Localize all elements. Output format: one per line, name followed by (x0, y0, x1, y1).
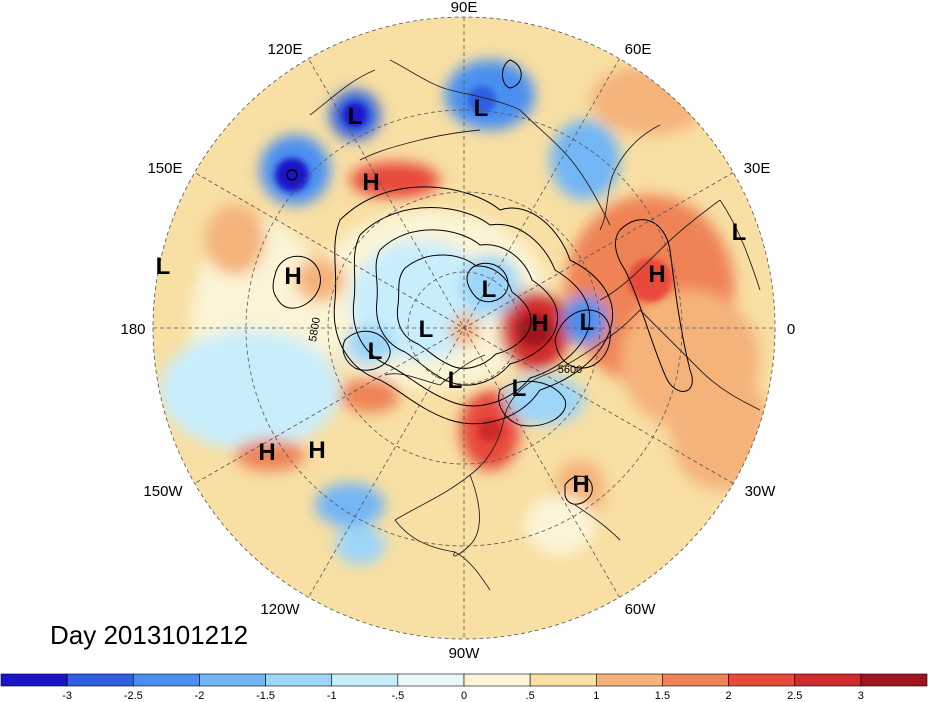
low-marker: L (512, 375, 527, 402)
lon-label-120w: 120W (260, 601, 300, 618)
low-marker: L (348, 103, 363, 130)
low-marker: L (156, 253, 171, 280)
low-marker: L (580, 309, 595, 336)
lon-label-60e: 60E (625, 41, 652, 58)
lon-label-60w: 60W (625, 601, 657, 618)
low-marker: L (448, 367, 463, 394)
colorbar: -3 -2.5 -2 -1.5 -1 -.5 0 .5 1 1.5 2 2.5 3 (0, 673, 928, 702)
colorbar-tick-label: -.5 (391, 690, 404, 702)
high-marker: H (284, 263, 301, 290)
colorbar-swatch (662, 673, 729, 687)
coastlines (309, 59, 761, 591)
low-marker: L (474, 95, 489, 122)
colorbar-tick-label: 2 (726, 690, 732, 702)
contour-label-5600: 5600 (558, 364, 582, 376)
high-marker: H (572, 471, 589, 498)
colorbar-tick-label: 3 (858, 690, 864, 702)
high-marker: H (308, 437, 325, 464)
lon-label-90e: 90E (451, 0, 478, 16)
colorbar-swatch (728, 673, 796, 687)
colorbar-swatch (397, 673, 465, 687)
lon-label-150w: 150W (143, 483, 183, 500)
high-marker: H (648, 261, 665, 288)
date-title: Day 2013101212 (50, 620, 249, 650)
anomaly-field (153, 17, 775, 639)
colorbar-swatch (331, 673, 399, 687)
colorbar-swatch (265, 673, 333, 687)
high-marker: H (258, 439, 275, 466)
low-marker: L (419, 316, 434, 343)
colorbar-swatch (132, 673, 200, 687)
colorbar-tick-label: -1.5 (256, 690, 275, 702)
colorbar-tick-label: .5 (526, 690, 535, 702)
colorbar-tick-label: -3 (62, 690, 72, 702)
colorbar-tick-label: -1 (327, 690, 337, 702)
high-marker: H (362, 169, 379, 196)
colorbar-tick-label: -2 (195, 690, 205, 702)
lon-label-180: 180 (120, 321, 145, 338)
lon-label-90w: 90W (449, 645, 481, 662)
colorbar-swatch (463, 673, 531, 687)
colorbar-swatch (199, 673, 266, 687)
lon-label-0: 0 (787, 321, 795, 338)
low-marker: L (482, 276, 497, 303)
graticule (153, 17, 775, 639)
lon-label-150e: 150E (147, 160, 182, 177)
contour-label-5800: 5800 (307, 316, 323, 342)
lon-label-120e: 120E (267, 41, 302, 58)
colorbar-swatch (860, 673, 928, 687)
colorbar-tick-label: 0 (461, 690, 467, 702)
colorbar-swatch (595, 673, 663, 687)
colorbar-swatch (529, 673, 597, 687)
map-boundary (152, 16, 776, 640)
colorbar-swatch (66, 673, 134, 687)
colorbar-swatch (794, 673, 862, 687)
high-marker: H (531, 310, 548, 337)
low-center-ring (286, 169, 298, 181)
colorbar-swatch (0, 673, 68, 687)
low-marker: L (368, 338, 383, 365)
lon-label-30e: 30E (744, 160, 771, 177)
low-marker: L (732, 219, 747, 246)
colorbar-tick-label: 1.5 (655, 690, 670, 702)
height-contours (272, 59, 693, 505)
lon-label-30w: 30W (745, 483, 777, 500)
colorbar-tick-label: -2.5 (124, 690, 143, 702)
colorbar-tick-label: 2.5 (787, 690, 802, 702)
colorbar-tick-label: 1 (593, 690, 599, 702)
